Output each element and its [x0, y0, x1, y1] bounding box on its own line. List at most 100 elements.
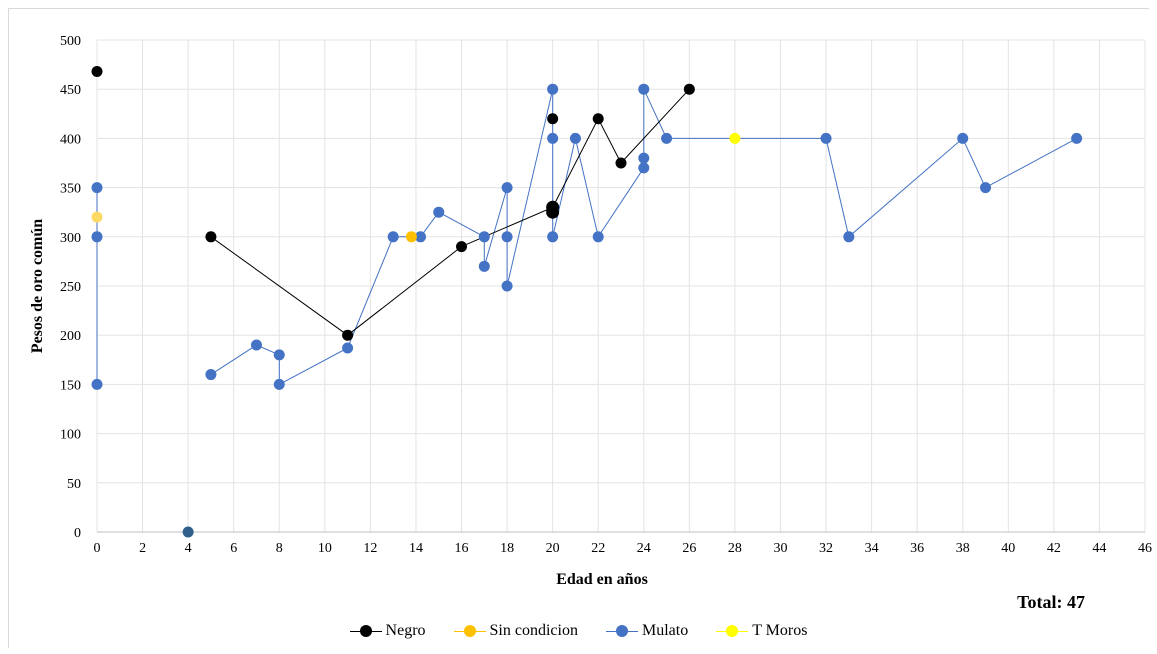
data-point-mulato [820, 132, 832, 144]
x-tick-label: 46 [1138, 541, 1152, 556]
x-axis-title: Edad en años [556, 571, 648, 588]
y-tick-label: 50 [67, 477, 81, 492]
x-tick-label: 22 [591, 541, 605, 556]
x-tick-label: 14 [409, 541, 423, 556]
data-point-mulato [91, 182, 103, 194]
data-point-mulato [387, 231, 399, 243]
x-tick-labels: 0 2 4 6 8 10 12 14 16 18 20 22 24 26 28 30 32 34 36 38 40 42 4… [94, 541, 1153, 556]
y-tick-label: 200 [60, 329, 81, 344]
y-tick-labels: 0 50 100 150 200 250 300 350 400 450 500 [60, 34, 81, 541]
data-point-negro [546, 205, 560, 219]
data-point-mulato [205, 369, 217, 381]
data-point-mulato [638, 152, 650, 164]
x-tick-label: 18 [500, 541, 514, 556]
x-tick-label: 38 [956, 541, 970, 556]
y-tick-label: 150 [60, 378, 81, 393]
chart-frame [8, 8, 1149, 648]
x-tick-label: 4 [185, 541, 192, 556]
y-tick-label: 0 [74, 526, 81, 541]
series-line-negro [210, 88, 690, 336]
data-point-mulato [273, 378, 285, 390]
data-point-mulato [433, 206, 445, 218]
x-tick-label: 44 [1092, 541, 1106, 556]
y-tick-label: 250 [60, 280, 81, 295]
x-tick-label: 2 [139, 541, 146, 556]
x-tick-label: 12 [363, 541, 377, 556]
data-point-mulato [980, 182, 992, 194]
x-tick-label: 20 [546, 541, 560, 556]
data-point-mulato [1071, 132, 1083, 144]
x-tick-label: 8 [276, 541, 283, 556]
data-point-mulato [182, 526, 194, 538]
legend-label: Sin condicion [489, 622, 578, 639]
data-point-mulato [273, 349, 285, 361]
legend-item: Sin condicion [453, 622, 578, 640]
data-point-mulato [843, 231, 855, 243]
legend-swatch [349, 624, 382, 638]
data-point-mulato [501, 182, 513, 194]
data-point-mulato [250, 339, 262, 351]
legend-item: Mulato [605, 622, 689, 640]
grid-lines [96, 39, 1146, 533]
data-point-sin-condicion [91, 211, 103, 223]
data-point-sin-condicion [405, 231, 417, 243]
data-point-mulato [91, 378, 103, 390]
data-point-t-moros [729, 132, 741, 144]
data-point-mulato [547, 83, 559, 95]
x-tick-label: 24 [637, 541, 651, 556]
y-tick-label: 500 [60, 34, 81, 49]
x-tick-label: 10 [318, 541, 332, 556]
x-tick-label: 28 [728, 541, 742, 556]
x-tick-label: 6 [230, 541, 237, 556]
data-point-negro [683, 83, 695, 95]
data-point-mulato [569, 132, 581, 144]
legend-item: T Moros [716, 622, 807, 640]
legend-swatch [605, 624, 638, 638]
data-point-mulato [501, 231, 513, 243]
legend: Negro Sin condicion Mulato T Moros [0, 622, 1157, 640]
x-tick-label: 40 [1001, 541, 1015, 556]
x-tick-label: 42 [1047, 541, 1061, 556]
data-point-mulato [638, 83, 650, 95]
y-tick-label: 350 [60, 182, 81, 197]
data-point-mulato [478, 260, 490, 272]
data-point-mulato [661, 132, 673, 144]
data-point-negro [91, 65, 103, 77]
y-tick-label: 100 [60, 428, 81, 443]
y-tick-label: 300 [60, 231, 81, 246]
total-annotation: Total: 47 [1017, 592, 1085, 612]
x-tick-label: 34 [865, 541, 879, 556]
legend-label: T Moros [752, 622, 808, 639]
data-point-mulato [547, 132, 559, 144]
data-point-mulato [547, 231, 559, 243]
data-points [91, 65, 1083, 538]
x-tick-label: 16 [455, 541, 469, 556]
data-point-mulato [342, 342, 354, 354]
data-point-negro [592, 113, 604, 125]
x-tick-label: 30 [773, 541, 787, 556]
data-point-mulato [638, 162, 650, 174]
legend-swatch [716, 624, 749, 638]
data-point-negro [205, 231, 217, 243]
y-axis-title: Pesos de oro común [29, 219, 46, 353]
data-point-mulato [592, 231, 604, 243]
data-point-mulato [91, 231, 103, 243]
x-tick-label: 26 [682, 541, 696, 556]
data-point-negro [342, 329, 354, 341]
legend-label: Mulato [641, 622, 689, 639]
data-point-mulato [478, 231, 490, 243]
legend-item: Negro [349, 622, 426, 640]
data-point-mulato [501, 280, 513, 292]
y-tick-label: 450 [60, 83, 81, 98]
legend-swatch [453, 624, 486, 638]
data-point-mulato [415, 231, 427, 243]
legend-label: Negro [385, 622, 426, 639]
data-point-mulato [957, 132, 969, 144]
data-point-negro [547, 113, 559, 125]
x-tick-label: 0 [94, 541, 101, 556]
y-tick-label: 400 [60, 132, 81, 147]
data-point-negro [456, 241, 468, 253]
x-tick-label: 32 [819, 541, 833, 556]
x-tick-label: 36 [910, 541, 924, 556]
